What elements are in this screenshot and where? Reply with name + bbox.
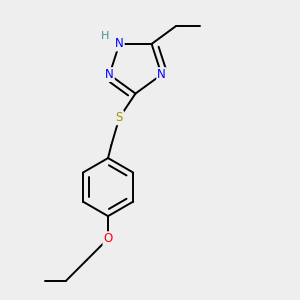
Text: H: H bbox=[101, 31, 109, 41]
Text: O: O bbox=[103, 232, 113, 245]
Text: N: N bbox=[157, 68, 166, 81]
Text: S: S bbox=[116, 111, 123, 124]
Text: N: N bbox=[115, 38, 124, 50]
Text: N: N bbox=[105, 68, 114, 81]
